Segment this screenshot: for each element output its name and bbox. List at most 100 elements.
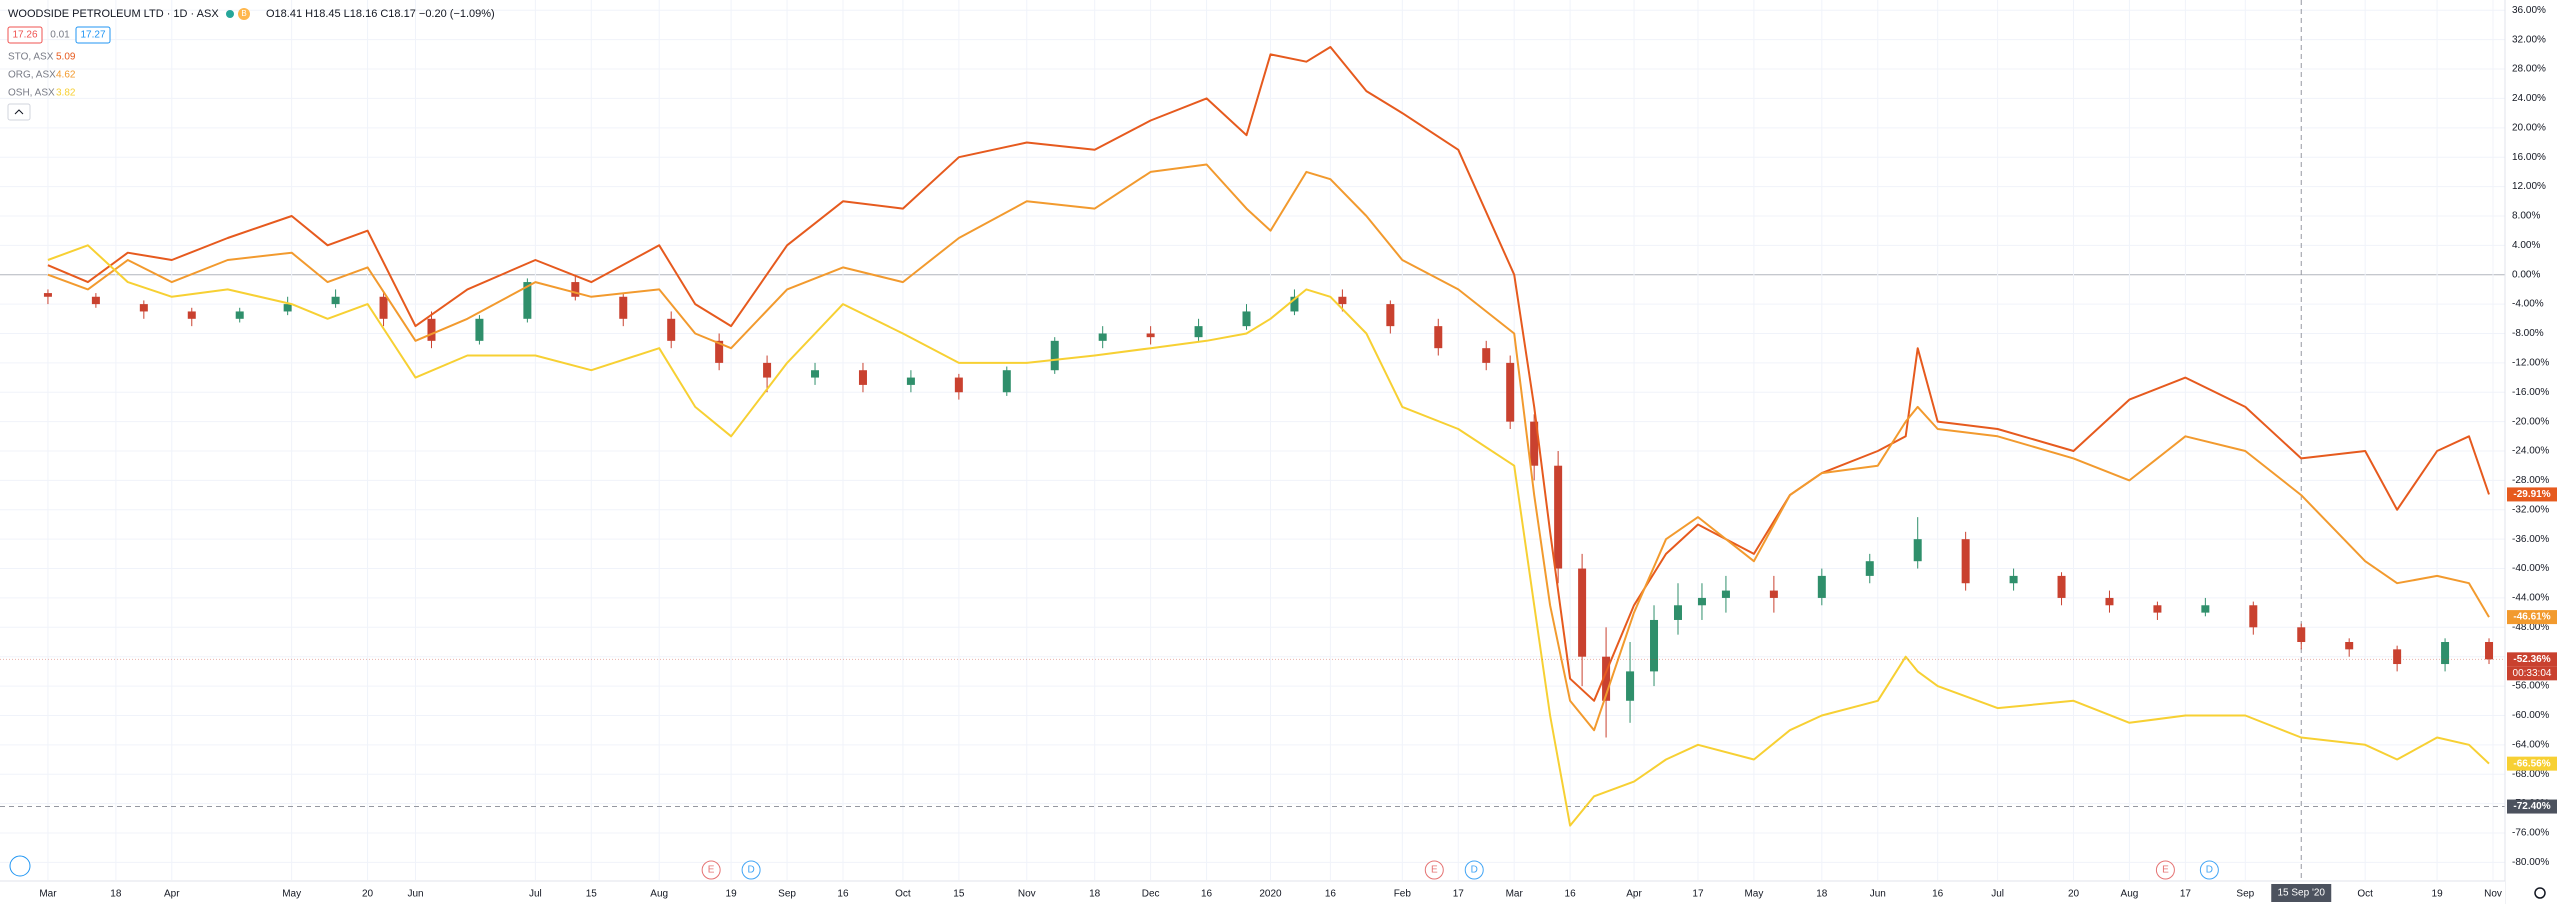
- last-value-label: -52.36%: [2513, 654, 2550, 665]
- candle-body: [1554, 465, 1563, 569]
- x-tick-label: Nov: [2484, 889, 2502, 900]
- last-value-label-box: [2507, 610, 2557, 625]
- x-tick-label: 19: [2432, 889, 2444, 900]
- candle-body: [1482, 348, 1491, 363]
- y-tick-label: 8.00%: [2512, 211, 2540, 222]
- candle-body: [1386, 304, 1395, 327]
- spread: 0.01: [50, 30, 70, 41]
- candle-body: [379, 296, 388, 319]
- x-tick-label: Aug: [2121, 889, 2139, 900]
- candle-body: [1769, 590, 1778, 598]
- x-tick-label: Mar: [1506, 889, 1524, 900]
- candle-body: [1530, 421, 1539, 466]
- candle-body: [1578, 568, 1587, 657]
- candle-body: [2201, 605, 2210, 613]
- event-label: E: [2162, 865, 2169, 876]
- event-label: D: [1471, 865, 1478, 876]
- settings-button[interactable]: [2534, 887, 2546, 899]
- x-tick-label: Oct: [895, 889, 911, 900]
- y-tick-label: -64.00%: [2512, 739, 2549, 750]
- y-tick-label: -32.00%: [2512, 504, 2549, 515]
- x-tick-label: 2020: [1259, 889, 1282, 900]
- logo-button[interactable]: [9, 855, 31, 877]
- y-tick-label: 32.00%: [2512, 34, 2546, 45]
- x-tick-label: 18: [1089, 889, 1101, 900]
- legend-price: 5.09: [56, 52, 76, 63]
- candle-body: [2297, 627, 2306, 643]
- y-tick-label: -60.00%: [2512, 710, 2549, 721]
- candle-body: [2485, 642, 2494, 660]
- x-tick-label: Jun: [1870, 889, 1886, 900]
- bid-box: [7, 26, 43, 44]
- grid: [0, 0, 2505, 880]
- collapse-button[interactable]: [7, 103, 31, 121]
- badge-icon: [238, 8, 250, 20]
- event-marker: [1424, 860, 1444, 880]
- x-tick-label: Oct: [2357, 889, 2373, 900]
- x-tick-label: 15: [953, 889, 965, 900]
- ask-box: [75, 26, 111, 44]
- candle-body: [1626, 671, 1635, 701]
- candle-body: [1913, 539, 1922, 562]
- candle-body: [1697, 597, 1706, 606]
- x-tick-label: May: [1744, 889, 1763, 900]
- candle-body: [2249, 605, 2258, 628]
- candle-body: [1050, 340, 1059, 371]
- last-value-label-box: [2507, 487, 2557, 502]
- y-tick-label: -12.00%: [2512, 358, 2549, 369]
- x-tick-label: 17: [1692, 889, 1704, 900]
- y-tick-label: -76.00%: [2512, 828, 2549, 839]
- time-axis: [0, 881, 2505, 904]
- x-tick-label: 17: [1453, 889, 1465, 900]
- candle-body: [1961, 539, 1970, 584]
- crosshair-x-box: [2271, 884, 2332, 902]
- y-tick-label: -4.00%: [2512, 299, 2544, 310]
- x-tick-label: 20: [362, 889, 374, 900]
- x-tick-label: Feb: [1394, 889, 1412, 900]
- legend-name: STO, ASX: [8, 52, 54, 63]
- candle-body: [715, 340, 724, 363]
- candle-body: [427, 318, 436, 341]
- candle-body: [906, 377, 915, 385]
- candle-body: [139, 304, 148, 312]
- event-marker: [2199, 860, 2219, 880]
- y-tick-label: -44.00%: [2512, 593, 2549, 604]
- y-tick-label: 24.00%: [2512, 93, 2546, 104]
- candle-body: [2057, 575, 2066, 598]
- candle-body: [1602, 656, 1611, 701]
- bid: 17.26: [12, 30, 37, 41]
- event-label: D: [747, 865, 754, 876]
- candle-body: [1721, 590, 1730, 598]
- candle-body: [523, 282, 532, 319]
- event-marker: [1464, 860, 1484, 880]
- candle-body: [43, 293, 52, 297]
- y-tick-label: -28.00%: [2512, 475, 2549, 486]
- x-tick-label: May: [282, 889, 301, 900]
- candle-body: [235, 311, 244, 319]
- candle-body: [763, 362, 772, 378]
- x-tick-label: 16: [1565, 889, 1577, 900]
- event-label: E: [708, 865, 715, 876]
- y-tick-label: -56.00%: [2512, 681, 2549, 692]
- y-tick-label: -36.00%: [2512, 534, 2549, 545]
- y-tick-label: -80.00%: [2512, 857, 2549, 868]
- x-tick-label: Apr: [1626, 889, 1642, 900]
- candle-body: [91, 296, 100, 305]
- candle-body: [2345, 642, 2354, 650]
- x-tick-label: 18: [1816, 889, 1828, 900]
- collapse-icon: [14, 109, 24, 115]
- event-label: E: [1431, 865, 1438, 876]
- candle-body: [1650, 619, 1659, 672]
- y-tick-label: -40.00%: [2512, 563, 2549, 574]
- y-tick-label: 36.00%: [2512, 5, 2546, 16]
- plot: [43, 46, 2494, 827]
- x-tick-label: 16: [1932, 889, 1944, 900]
- x-tick-label: 20: [2068, 889, 2080, 900]
- countdown-box: [2507, 666, 2557, 681]
- last-value-label-box: [2507, 652, 2557, 667]
- x-tick-label: Jul: [1991, 889, 2004, 900]
- legend-name: OSH, ASX: [8, 88, 55, 99]
- candle-body: [954, 377, 963, 393]
- x-tick-label: Jun: [407, 889, 423, 900]
